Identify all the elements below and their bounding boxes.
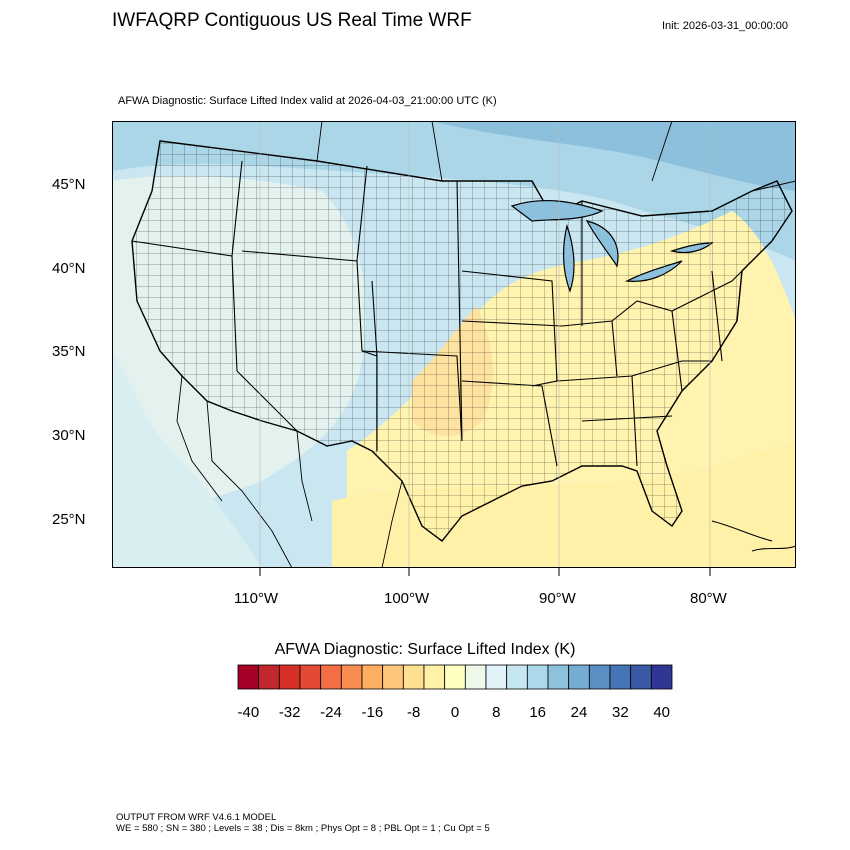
colorbar-box xyxy=(299,664,322,690)
lat-label-35: 35°N xyxy=(52,343,86,360)
colorbar-title: AFWA Diagnostic: Surface Lifted Index (K… xyxy=(274,641,576,658)
colorbar-box xyxy=(340,664,363,690)
colorbar-box xyxy=(650,664,673,690)
colorbar-box xyxy=(258,664,280,690)
colorbar-box xyxy=(547,664,570,690)
lifted-index-map xyxy=(112,121,796,568)
colorbar-tick-label: 8 xyxy=(492,704,501,721)
state-boundaries xyxy=(131,160,743,467)
international-borders xyxy=(176,121,796,568)
colorbar-tick-label: 24 xyxy=(570,704,588,721)
colorbar-box xyxy=(278,664,301,690)
lat-label-40: 40°N xyxy=(52,260,86,277)
colorbar-box xyxy=(402,664,425,690)
colorbar-box xyxy=(423,664,446,690)
great-lakes xyxy=(510,199,714,293)
colorbar-box xyxy=(630,664,652,690)
colorbar-box xyxy=(526,664,549,690)
field-gulf-neutral xyxy=(332,441,796,568)
footer-config: WE = 580 ; SN = 380 ; Levels = 38 ; Dis … xyxy=(116,823,490,834)
colorbar-box xyxy=(568,664,590,690)
caribbean-islands xyxy=(711,520,796,552)
colorbar-tick-label: 32 xyxy=(611,704,629,721)
colorbar xyxy=(237,664,673,690)
colorbar-box xyxy=(506,664,528,690)
lon-ticks xyxy=(259,568,711,576)
colorbar-box xyxy=(361,664,384,690)
us-outline xyxy=(131,140,793,542)
lat-label-45: 45°N xyxy=(52,176,86,193)
map-subtitle: AFWA Diagnostic: Surface Lifted Index va… xyxy=(118,95,497,107)
colorbar-tick-label: -24 xyxy=(320,704,342,721)
figure-title: IWFAQRP Contiguous US Real Time WRF xyxy=(112,10,472,31)
lat-label-25: 25°N xyxy=(52,511,86,528)
field-pacific xyxy=(112,351,262,568)
colorbar-box xyxy=(485,664,508,690)
colorbar-tick-label: -32 xyxy=(278,704,301,721)
colorbar-box xyxy=(444,664,466,690)
colorbar-box xyxy=(237,664,260,690)
field-northeast-stable xyxy=(432,121,796,191)
lon-label-100: 100°W xyxy=(384,590,430,607)
colorbar-box xyxy=(588,664,611,690)
graticule xyxy=(259,121,711,568)
colorbar-tick-label: -8 xyxy=(406,704,421,721)
colorbar-tick-label: -40 xyxy=(237,704,260,721)
colorbar-box xyxy=(464,664,487,690)
init-time: Init: 2026-03-31_00:00:00 xyxy=(662,20,788,32)
lat-label-30: 30°N xyxy=(52,427,86,444)
colorbar-tick-label: -16 xyxy=(361,704,384,721)
colorbar-tick-label: 0 xyxy=(450,704,460,721)
us-counties xyxy=(132,141,792,541)
colorbar-box xyxy=(609,664,632,690)
colorbar-tick-label: 16 xyxy=(529,704,546,721)
colorbar-tick-label: 40 xyxy=(653,704,670,721)
lon-label-80: 80°W xyxy=(690,590,727,607)
footer-model: OUTPUT FROM WRF V4.6.1 MODEL xyxy=(116,812,277,823)
lon-label-110: 110°W xyxy=(234,590,279,607)
lon-label-90: 90°W xyxy=(539,590,576,607)
colorbar-box xyxy=(382,664,404,690)
colorbar-box xyxy=(320,664,342,690)
